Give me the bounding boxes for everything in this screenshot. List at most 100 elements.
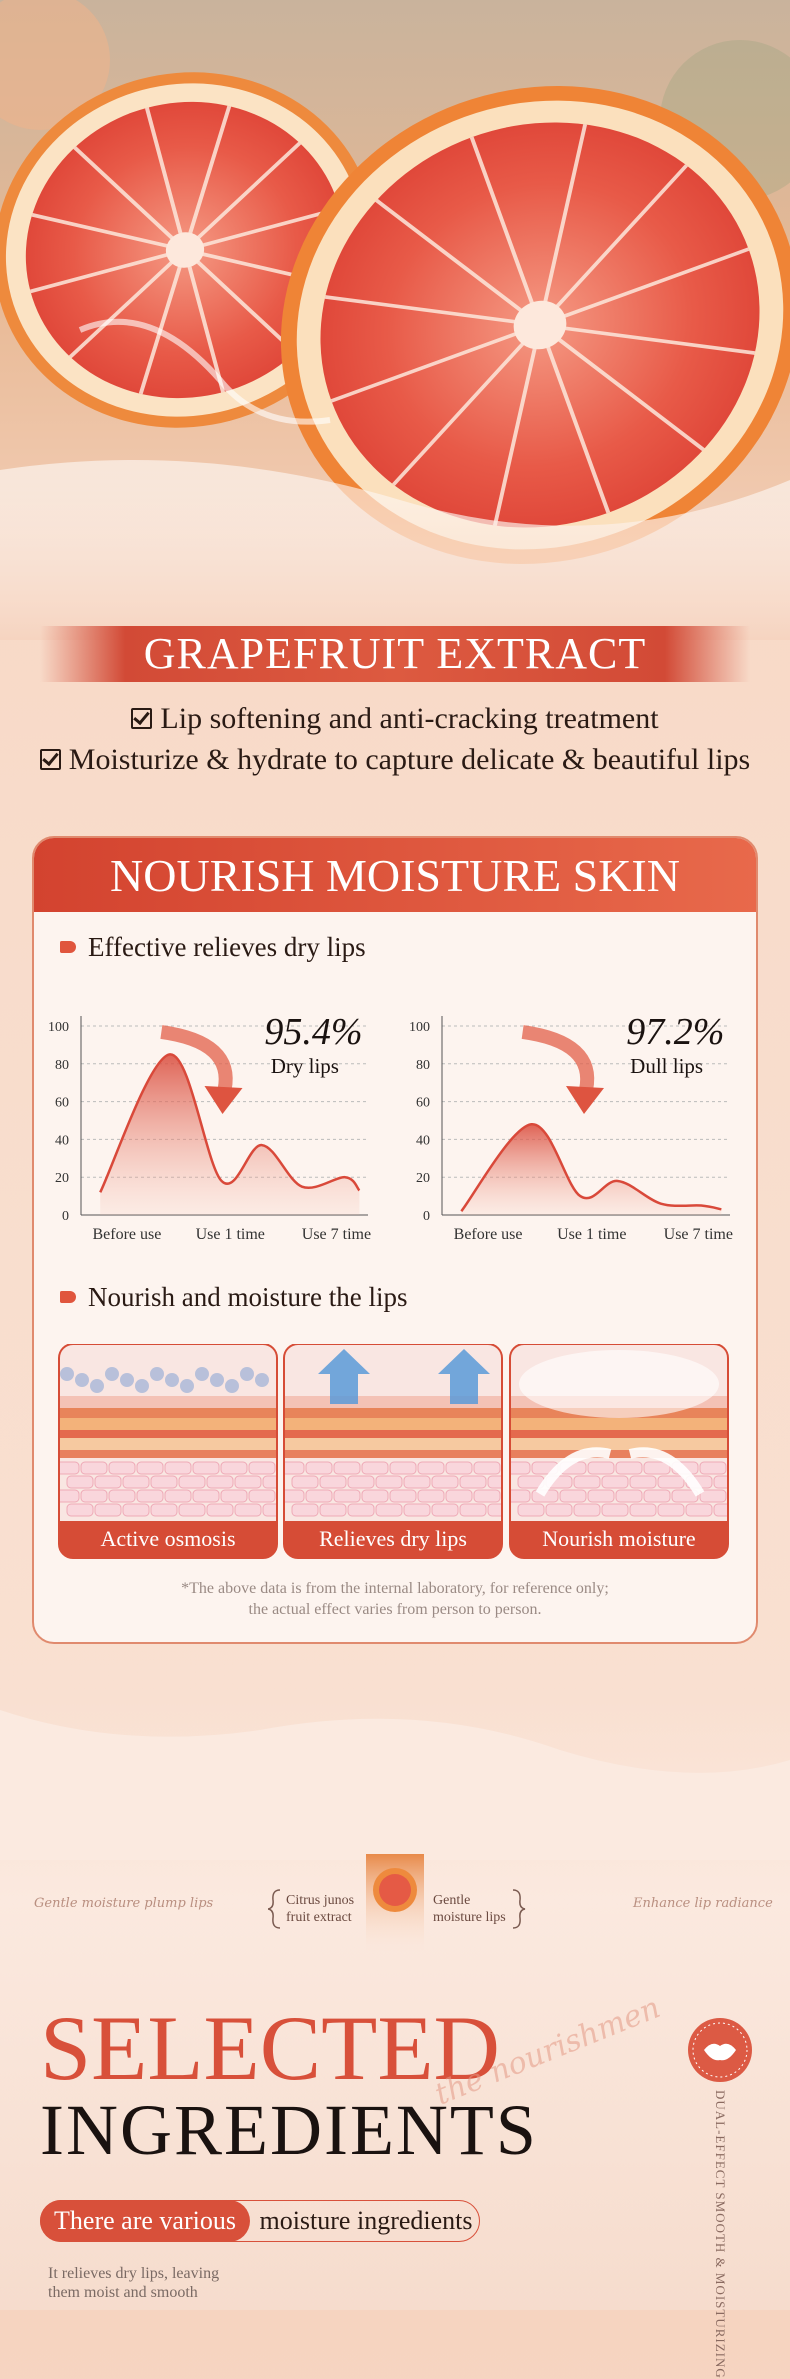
cell [629, 1475, 657, 1489]
y-tick-label: 60 [55, 1096, 69, 1111]
skin-layer [284, 1418, 502, 1430]
core [165, 232, 205, 268]
brace [268, 1889, 281, 1929]
cell [510, 1461, 531, 1475]
cell [66, 1503, 94, 1517]
cell [445, 1461, 473, 1475]
segment [31, 212, 186, 252]
segment [538, 324, 611, 514]
cell [59, 1489, 80, 1503]
up-arrow [318, 1349, 370, 1404]
segment [144, 107, 187, 251]
ingredient-item: Gentle moisture lips [433, 1892, 506, 1926]
segment [392, 323, 542, 486]
skin-layer [59, 1430, 277, 1438]
y-tick-label: 20 [55, 1171, 69, 1186]
cell [375, 1503, 403, 1517]
cell [699, 1461, 727, 1475]
cell [375, 1475, 403, 1489]
tile-border [283, 1344, 503, 1559]
section-heading: Effective relieves dry lips [60, 932, 366, 963]
cell [643, 1461, 671, 1475]
cell [431, 1475, 459, 1489]
bubble [75, 1373, 89, 1387]
cell [248, 1489, 276, 1503]
badge-ring [692, 2022, 748, 2078]
cell [319, 1503, 347, 1517]
cell [459, 1503, 487, 1517]
cell [234, 1503, 262, 1517]
cell [164, 1489, 192, 1503]
script-text: Gentle moisture plump lips [34, 1896, 214, 1911]
cell [80, 1489, 108, 1503]
x-tick-label: Use 7 time [664, 1226, 733, 1243]
cell [319, 1475, 347, 1489]
benefit-text: Moisturize & hydrate to capture delicate… [68, 743, 751, 776]
section-text: Nourish and moisture the lips [88, 1282, 408, 1312]
cell [445, 1489, 473, 1503]
cell [601, 1503, 629, 1517]
y-tick-label: 0 [62, 1209, 69, 1224]
fruit-flesh [379, 1874, 411, 1906]
section-text: Effective relieves dry lips [88, 932, 366, 962]
cell [66, 1475, 94, 1489]
ingredient-line: Citrus junos [286, 1893, 355, 1908]
charts: 0 20 40 60 80 100 Before use Use 1 time Use 7 ti… [48, 1011, 733, 1243]
pill-highlight: There are various [40, 2200, 250, 2242]
benefit: Lip softening and anti-cracking treatmen… [0, 702, 790, 736]
tile-image [59, 1344, 277, 1558]
cell [685, 1503, 713, 1517]
skin-layer [510, 1438, 728, 1450]
cell [587, 1489, 615, 1503]
cell [248, 1461, 276, 1475]
segment [73, 146, 187, 252]
segment [539, 323, 756, 355]
cell [510, 1489, 531, 1503]
water [0, 460, 790, 640]
y-tick-label: 40 [416, 1133, 430, 1148]
cell [305, 1489, 333, 1503]
skin-layer [284, 1438, 502, 1450]
cell [657, 1503, 685, 1517]
wave [0, 1710, 790, 1860]
cell [122, 1475, 150, 1489]
tile: Active osmosis [58, 1344, 278, 1559]
x-tick-label: Use 1 time [557, 1226, 626, 1243]
cell [206, 1475, 234, 1489]
bubble [105, 1367, 119, 1381]
cell [291, 1475, 319, 1489]
description: It relieves dry lips, leaving them moist … [48, 2264, 219, 2302]
skin-layer [284, 1450, 502, 1458]
tile-border [58, 1344, 278, 1559]
segment [138, 249, 187, 395]
badge-text: DUAL-EFFECT SMOOTH & MOISTURIZING [713, 2090, 728, 2379]
cell [417, 1489, 445, 1503]
cell [178, 1475, 206, 1489]
tile: Nourish moisture [509, 1344, 729, 1559]
bubble [150, 1367, 164, 1381]
cell [333, 1461, 361, 1475]
cell [573, 1475, 601, 1489]
splash [78, 318, 331, 425]
benefit: Moisturize & hydrate to capture delicate… [0, 743, 790, 777]
skin-layer [59, 1396, 277, 1408]
tile-image [510, 1344, 728, 1558]
cell [94, 1503, 122, 1517]
section-heading: Nourish and moisture the lips [60, 1282, 407, 1313]
cell [559, 1489, 587, 1503]
highlight-value: 97.2% [626, 1011, 724, 1053]
arrow [160, 1025, 233, 1092]
segment [375, 198, 542, 327]
cell [333, 1489, 361, 1503]
lips-icon [704, 2043, 736, 2061]
product-page: GRAPEFRUIT EXTRACT Lip softening and ant… [0, 0, 790, 2310]
bubble [120, 1373, 134, 1387]
script-text: Enhance lip radiance [633, 1896, 773, 1911]
tile-label: Active osmosis [100, 1526, 235, 1551]
cell [122, 1503, 150, 1517]
card-title: NOURISH MOISTURE SKIN [34, 838, 756, 912]
cell [220, 1489, 248, 1503]
cell [347, 1503, 375, 1517]
segment [29, 248, 186, 294]
tile-label: Relieves dry lips [319, 1526, 467, 1551]
